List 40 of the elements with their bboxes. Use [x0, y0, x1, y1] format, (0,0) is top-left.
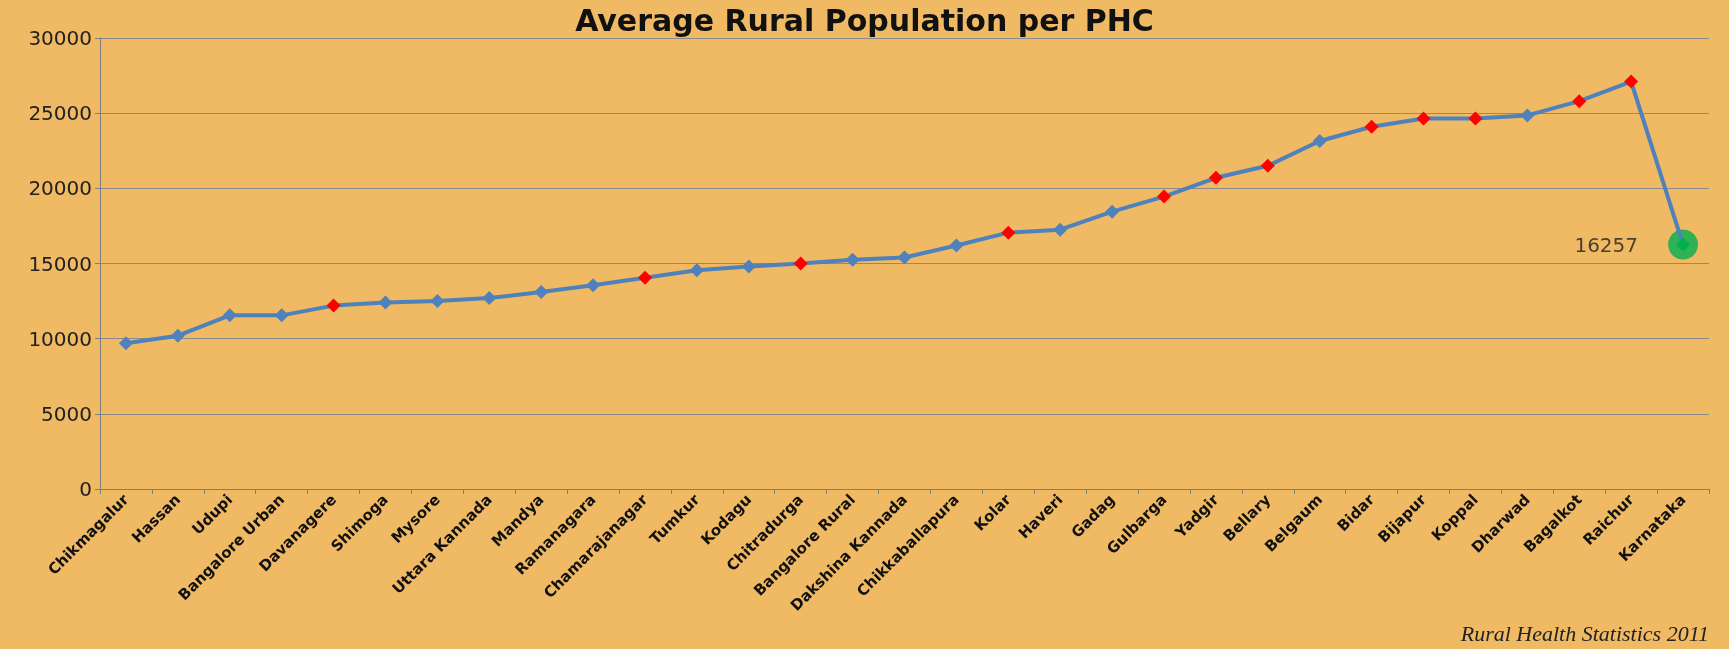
point [637, 270, 652, 285]
point [326, 298, 341, 313]
point [1572, 94, 1587, 109]
point [793, 256, 808, 271]
point [1624, 74, 1639, 89]
point [1260, 158, 1275, 173]
point [534, 285, 549, 300]
point [118, 336, 133, 351]
y-tick-label: 25000 [28, 101, 92, 126]
point [586, 278, 601, 293]
point [1157, 189, 1172, 204]
point [1364, 119, 1379, 134]
y-tick-label: 10000 [28, 326, 92, 351]
point [897, 250, 912, 265]
point [1105, 204, 1120, 219]
point [430, 294, 445, 309]
point [1001, 225, 1016, 240]
point [378, 295, 393, 310]
point [741, 259, 756, 274]
y-tick-label: 15000 [28, 251, 92, 276]
point [274, 308, 289, 323]
chart-title: Average Rural Population per PHC [575, 2, 1154, 38]
y-tick-label: 20000 [28, 176, 92, 201]
y-tick-label: 0 [79, 477, 92, 501]
y-tick-label: 5000 [41, 401, 92, 426]
point [222, 308, 237, 323]
point [1208, 170, 1223, 185]
point [1520, 108, 1535, 123]
point [482, 291, 497, 306]
point [1053, 222, 1068, 237]
point [1312, 133, 1327, 148]
point [1416, 111, 1431, 126]
data-label: 16257 [1574, 232, 1639, 257]
y-tick-label: 30000 [28, 26, 92, 50]
point [1468, 111, 1483, 126]
point [170, 328, 185, 343]
point [949, 238, 964, 253]
point [845, 252, 860, 267]
text: Rural Health Statistics 2011 [1460, 621, 1709, 647]
point [689, 263, 704, 278]
